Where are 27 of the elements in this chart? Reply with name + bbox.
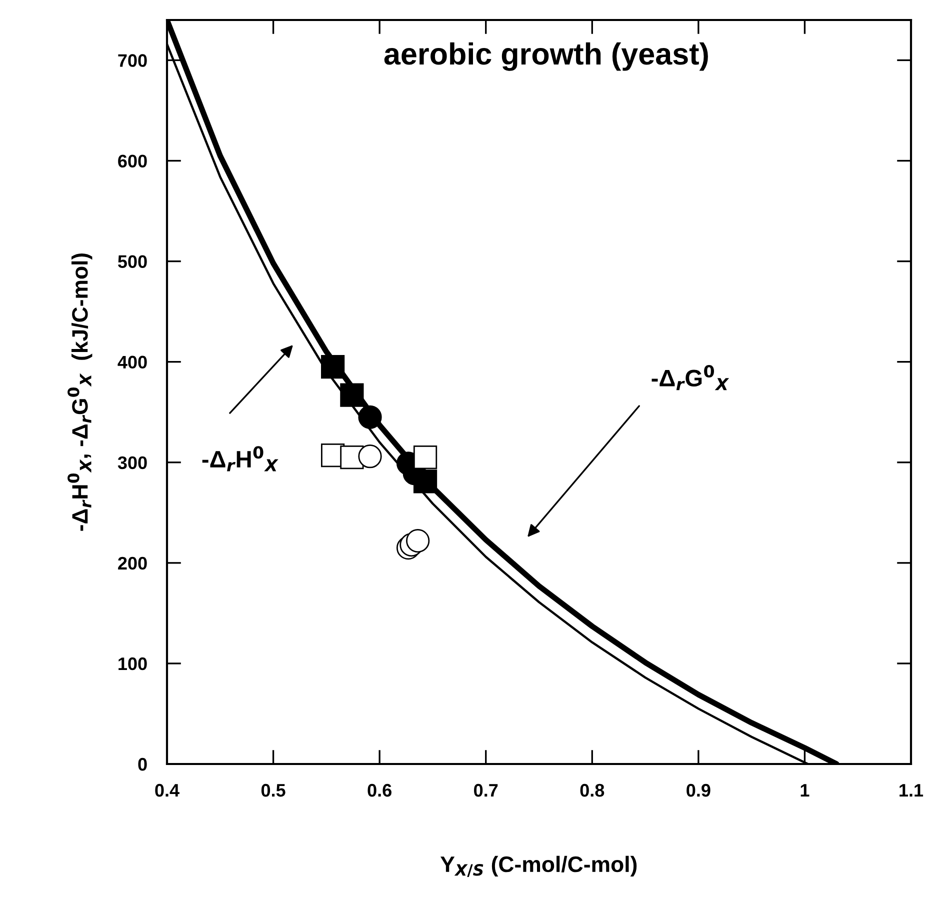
x-tick-label: 0.9 xyxy=(686,784,710,797)
y-tick-label: 200 xyxy=(118,556,147,570)
point xyxy=(358,405,382,429)
x-tick-label: 0.8 xyxy=(580,784,604,797)
point xyxy=(413,446,438,470)
point xyxy=(321,355,345,379)
text: -Δ$_{r}$H$^{0}$$_{X}$, -Δ$_{r}$G$^{0}$$_{X}$ (kJ/C-mol) xyxy=(68,253,92,531)
x-axis-title: Y$_{X/S}$ (C-mol/C-mol) xyxy=(440,856,637,878)
x-tick-label: 0.7 xyxy=(474,784,498,797)
point xyxy=(406,528,430,553)
text: aerobic growth (yeast) xyxy=(384,42,708,71)
annotation: -Δ$_{r}$H$^{0}$$_{X}$ xyxy=(202,446,278,472)
y-tick-label: 400 xyxy=(118,356,147,369)
y-tick-label: 100 xyxy=(118,657,147,670)
y-tick-label: 500 xyxy=(118,255,147,268)
x-tick-label: 1 xyxy=(800,784,810,797)
x-tick-label: 0.5 xyxy=(261,784,286,797)
y-tick-label: 600 xyxy=(118,154,147,168)
y-tick-label: 300 xyxy=(118,456,147,470)
x-tick-label: 0.4 xyxy=(155,784,180,797)
point xyxy=(358,444,382,468)
x-tick-label: 0.6 xyxy=(368,784,392,797)
y-tick-label: 0 xyxy=(138,758,147,771)
y-tick-label: 700 xyxy=(118,54,147,67)
annotation: -Δ$_{r}$G$^{0}$$_{X}$ xyxy=(652,364,730,390)
point xyxy=(340,383,364,407)
x-tick-label: 1.1 xyxy=(900,784,924,797)
